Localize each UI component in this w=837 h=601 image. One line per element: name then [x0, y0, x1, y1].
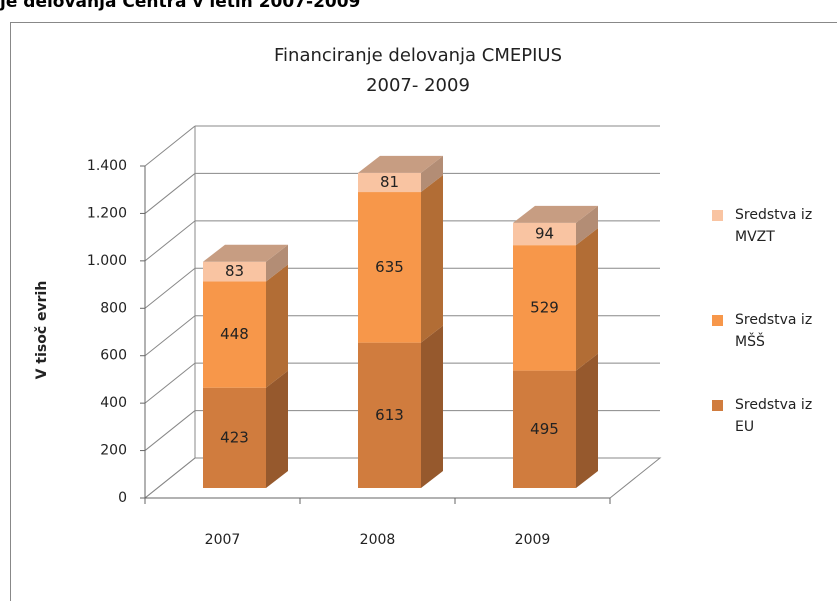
- x-tick-label: 2007: [205, 532, 241, 548]
- data-label: 613: [375, 406, 404, 424]
- legend-label: Sredstva iz MVZT: [735, 207, 812, 245]
- grid-line-side: [144, 173, 196, 214]
- bar-side: [576, 353, 598, 488]
- bar-side: [576, 228, 598, 371]
- legend-label: Sredstva iz MŠŠ: [735, 312, 812, 350]
- page-heading: je delovanja Centra v letih 2007-2009: [0, 0, 360, 12]
- bar-front: [203, 387, 266, 488]
- y-tick-label: 1.200: [87, 205, 127, 221]
- data-label: 448: [220, 325, 249, 343]
- data-label: 423: [220, 428, 249, 446]
- y-tick-label: 1.000: [87, 253, 127, 269]
- bar-side: [576, 205, 598, 246]
- data-label: 495: [530, 420, 559, 438]
- grid-line-side: [144, 457, 196, 499]
- bar-front: [358, 172, 421, 193]
- bar-front: [513, 222, 576, 246]
- chart-subtitle: 2007- 2009: [366, 75, 470, 96]
- grid-line-side: [144, 362, 196, 404]
- legend-swatch: [712, 315, 723, 326]
- y-tick-label: 600: [100, 348, 127, 364]
- y-tick-label: 400: [100, 395, 127, 411]
- y-axis-label: V tisoč evrih: [34, 281, 50, 380]
- grid-line-side: [144, 315, 196, 357]
- data-label: 94: [535, 225, 554, 243]
- bar-side: [266, 370, 288, 488]
- bar-side: [421, 155, 443, 193]
- bar-top: [358, 155, 443, 173]
- bar-top: [203, 244, 288, 262]
- bar-side: [266, 264, 288, 388]
- y-tick-label: 200: [100, 443, 127, 459]
- y-tick-label: 0: [118, 490, 127, 506]
- bar-side: [421, 325, 443, 488]
- legend-label: Sredstva iz EU: [735, 397, 812, 435]
- y-tick-label: 1.400: [87, 158, 127, 174]
- data-label: 635: [375, 258, 404, 276]
- x-tick-label: 2009: [515, 532, 551, 548]
- bar-front: [358, 342, 421, 488]
- x-tick-label: 2008: [360, 532, 396, 548]
- grid-line-side: [144, 220, 196, 262]
- grid-line-side: [144, 410, 196, 451]
- bar-front: [513, 245, 576, 371]
- legend-swatch: [712, 210, 723, 221]
- y-tick-label: 800: [100, 300, 127, 316]
- bar-front: [203, 261, 266, 282]
- grid-line-side: [144, 267, 196, 309]
- bar-top: [513, 205, 598, 223]
- grid-line-side: [144, 125, 196, 167]
- data-label: 83: [225, 262, 244, 280]
- bar-side: [421, 175, 443, 343]
- bar-front: [513, 370, 576, 488]
- chart-title: Financiranje delovanja CMEPIUS: [274, 45, 562, 66]
- bar-side: [266, 244, 288, 282]
- data-label: 81: [380, 173, 399, 191]
- bar-front: [358, 192, 421, 343]
- bar-front: [203, 281, 266, 388]
- legend-swatch: [712, 400, 723, 411]
- data-label: 529: [530, 298, 559, 316]
